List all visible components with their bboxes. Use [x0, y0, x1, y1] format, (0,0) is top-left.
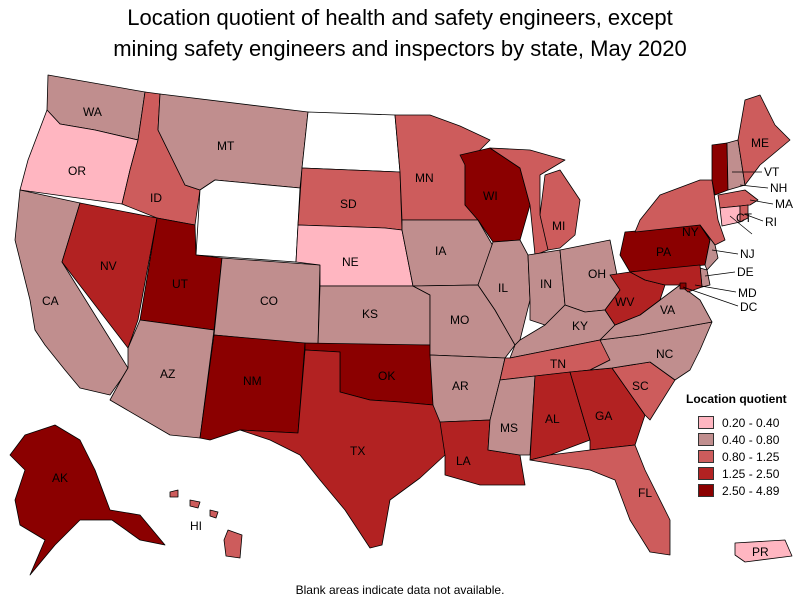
legend-item: 0.40 - 0.80 [686, 431, 796, 448]
label-KS: KS [362, 307, 378, 321]
label-AL: AL [545, 412, 560, 426]
label-MI: MI [552, 219, 565, 233]
state-AL[interactable] [529, 371, 591, 461]
state-FL[interactable] [529, 444, 671, 556]
legend-item: 0.80 - 1.25 [686, 448, 796, 465]
label-GA: GA [595, 409, 612, 423]
title-line-1: Location quotient of health and safety e… [127, 5, 673, 30]
label-IN: IN [540, 277, 552, 291]
label-CO: CO [260, 294, 278, 308]
label-NY: NY [682, 225, 699, 239]
legend-swatch [698, 416, 714, 429]
label-ID: ID [150, 191, 162, 205]
label-MS: MS [500, 421, 518, 435]
state-ME[interactable] [737, 94, 791, 186]
state-NV[interactable] [61, 202, 158, 349]
state-labels: WA OR CA NV ID MT UT AZ CO NM SD NE KS O… [42, 105, 793, 559]
label-HI: HI [190, 519, 202, 533]
label-IL: IL [498, 281, 508, 295]
legend-swatch [698, 450, 714, 463]
label-AZ: AZ [160, 367, 175, 381]
label-CA: CA [42, 294, 59, 308]
label-WI: WI [483, 189, 498, 203]
state-IA[interactable] [401, 219, 494, 287]
label-VA: VA [660, 303, 675, 317]
label-NJ: NJ [740, 247, 755, 261]
label-FL: FL [638, 486, 652, 500]
legend-label: 2.50 - 4.89 [722, 483, 780, 498]
label-PA: PA [656, 245, 671, 259]
label-NH: NH [770, 181, 787, 195]
legend-label: 0.20 - 0.40 [722, 415, 780, 430]
legend-item: 2.50 - 4.89 [686, 482, 796, 499]
label-MO: MO [450, 313, 469, 327]
label-UT: UT [172, 277, 189, 291]
label-MT: MT [217, 139, 235, 153]
legend-swatch [698, 433, 714, 446]
legend-label: 1.25 - 2.50 [722, 466, 780, 481]
label-NM: NM [243, 374, 262, 388]
label-TX: TX [350, 444, 365, 458]
label-NC: NC [656, 347, 674, 361]
label-OH: OH [588, 267, 606, 281]
legend-swatch [698, 467, 714, 480]
label-IA: IA [435, 244, 446, 258]
title-line-2: mining safety engineers and inspectors b… [113, 36, 687, 61]
label-MN: MN [415, 171, 434, 185]
label-NV: NV [100, 259, 117, 273]
label-WA: WA [83, 105, 102, 119]
map-title: Location quotient of health and safety e… [0, 2, 800, 64]
legend-item: 0.20 - 0.40 [686, 414, 796, 431]
legend-item: 1.25 - 2.50 [686, 465, 796, 482]
state-MA[interactable] [717, 189, 759, 209]
label-DC: DC [740, 300, 758, 314]
legend-title: Location quotient [686, 392, 787, 406]
legend-swatch [698, 484, 714, 497]
label-OR: OR [68, 164, 86, 178]
state-NY[interactable] [634, 179, 726, 246]
label-MA: MA [775, 197, 793, 211]
state-DC[interactable] [679, 282, 687, 290]
label-CT: CT [736, 211, 753, 225]
legend-label: 0.80 - 1.25 [722, 449, 780, 464]
label-KY: KY [572, 319, 588, 333]
label-AR: AR [452, 379, 469, 393]
label-DE: DE [737, 265, 754, 279]
legend-label: 0.40 - 0.80 [722, 432, 780, 447]
label-TN: TN [550, 357, 566, 371]
state-WY[interactable] [195, 179, 301, 263]
footnote: Blank areas indicate data not available. [295, 583, 505, 597]
label-MD: MD [738, 286, 757, 300]
label-SC: SC [632, 379, 649, 393]
label-NE: NE [342, 255, 359, 269]
state-PR[interactable] [734, 539, 793, 563]
label-RI: RI [765, 215, 777, 229]
state-HI[interactable] [169, 489, 243, 559]
label-ME: ME [751, 136, 769, 150]
label-WV: WV [615, 295, 634, 309]
state-ND[interactable] [301, 111, 401, 173]
state-AZ[interactable] [109, 319, 215, 439]
state-RI[interactable] [739, 204, 749, 223]
legend: Location quotient 0.20 - 0.40 0.40 - 0.8… [686, 392, 796, 499]
label-leader-lines [682, 171, 774, 307]
label-LA: LA [456, 454, 471, 468]
state-AK[interactable] [9, 424, 166, 576]
state-VT[interactable] [711, 142, 729, 196]
state-TX[interactable] [239, 349, 446, 549]
state-MI[interactable] [489, 147, 581, 256]
label-SD: SD [340, 197, 357, 211]
label-AK: AK [52, 471, 68, 485]
label-VT: VT [764, 165, 780, 179]
label-PR: PR [752, 545, 769, 559]
label-OK: OK [378, 369, 395, 383]
